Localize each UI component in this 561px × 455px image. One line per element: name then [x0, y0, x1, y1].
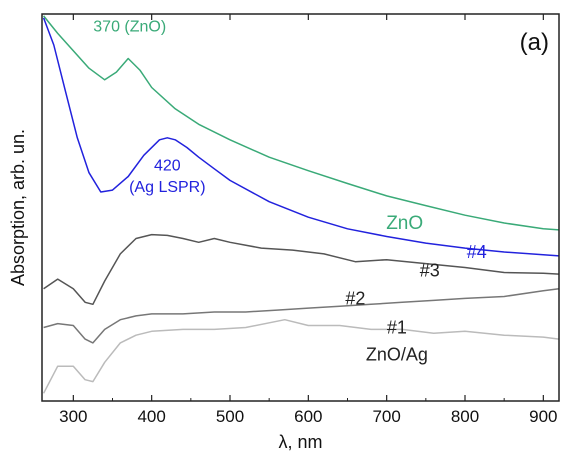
series-line-5 — [42, 318, 560, 394]
curve-annotation: 370 (ZnO) — [93, 18, 166, 35]
series-line-4 — [43, 288, 560, 344]
series-layer — [42, 15, 560, 394]
x-tick-label: 800 — [451, 407, 479, 426]
y-axis-label: Absorption, arb. un. — [8, 129, 28, 286]
x-tick-label: 300 — [59, 407, 87, 426]
x-tick-label: 900 — [529, 407, 557, 426]
x-tick-label: 500 — [216, 407, 244, 426]
annotation-layer: 370 (ZnO) 420 (Ag LSPR) ZnO #4 #3 #2 #1 ZnO/Ag — [93, 18, 486, 364]
curve-annotation: ZnO/Ag — [366, 344, 428, 364]
x-axis-label: λ, nm — [278, 432, 322, 452]
curve-annotation: #4 — [467, 242, 487, 262]
x-tick-label: 400 — [137, 407, 165, 426]
panel-label: (a) — [520, 29, 549, 56]
x-tick-label: 600 — [294, 407, 322, 426]
curve-annotation: ZnO — [386, 213, 423, 234]
series-line-3 — [43, 233, 560, 306]
x-tick-label: 700 — [372, 407, 400, 426]
series-line-2 — [42, 17, 560, 257]
curve-annotation: #1 — [387, 317, 407, 337]
curve-annotation: (Ag LSPR) — [129, 179, 205, 196]
plot-frame — [41, 13, 560, 402]
curve-annotation: 420 — [154, 158, 181, 175]
x-axis-ticks: 300 400 500 600 700 800 900 — [59, 14, 558, 426]
curve-annotation: #3 — [420, 260, 440, 280]
series-line-1 — [43, 15, 560, 231]
curve-annotation: #2 — [345, 288, 365, 308]
